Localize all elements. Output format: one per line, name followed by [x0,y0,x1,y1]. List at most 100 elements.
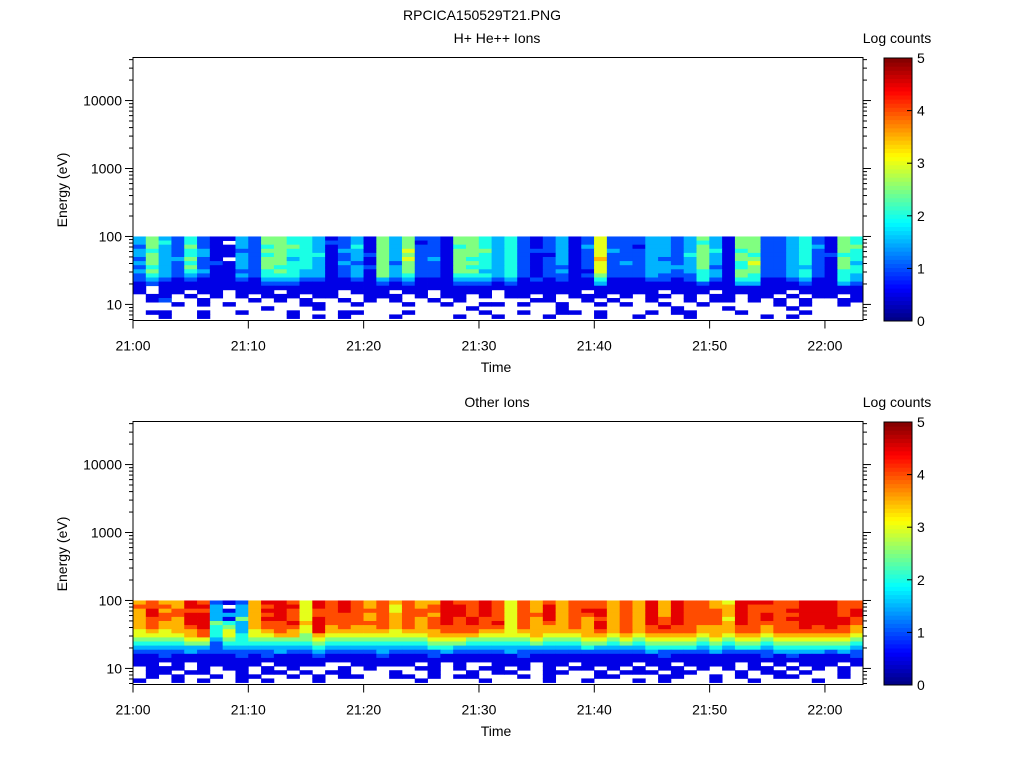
heatmap-cell [709,662,723,667]
heatmap-cell [555,236,569,241]
heatmap-cell [478,637,492,642]
heatmap-cell [632,608,646,614]
heatmap-cell [171,625,185,630]
heatmap-cell [209,273,224,278]
heatmap-cell [299,662,313,667]
heatmap-cell [747,298,761,303]
heatmap-cell [491,252,505,258]
heatmap-cell [594,261,608,266]
heatmap-cell [273,645,288,651]
heatmap-cell [709,285,723,291]
heatmap-cell [465,244,480,250]
heatmap-cell [261,620,275,626]
heatmap-cell [760,670,774,675]
heatmap-cell [401,600,416,605]
heatmap-cell [683,310,697,315]
heatmap-cell [273,629,288,634]
heatmap-cell [261,244,275,250]
heatmap-cell [171,244,185,250]
heatmap-cell [235,604,249,610]
heatmap-cell [235,666,249,671]
heatmap-cell [491,662,505,667]
heatmap-cell [581,256,595,262]
heatmap-cell [273,252,288,258]
heatmap-cell [427,674,441,679]
heatmap-cell [286,641,300,646]
heatmap-cell [504,653,518,659]
heatmap-cell [299,641,313,646]
heatmap-cell [286,256,300,262]
colorbar-step [884,292,912,297]
heatmap-cell [248,256,262,262]
heatmap-cell [184,612,198,618]
heatmap-cell [504,281,518,287]
heatmap-cell [606,612,621,618]
heatmap-cell [555,633,569,638]
heatmap-cell [722,625,736,630]
heatmap-cell [248,645,262,651]
heatmap-cell [222,653,236,659]
heatmap-cell [824,236,838,241]
heatmap-cell [145,269,160,274]
heatmap-cell [542,600,557,605]
heatmap-cell [235,310,249,315]
heatmap-cell [530,612,544,618]
heatmap-cell [709,604,723,610]
heatmap-cell [491,608,505,614]
heatmap-cell [440,608,454,614]
heatmap-cell [465,657,480,663]
heatmap-cell [133,252,147,258]
heatmap-cell [798,281,813,287]
heatmap-cell [261,637,275,642]
heatmap-cell [465,620,480,626]
heatmap-cell [619,289,633,295]
colorbar-frame [883,57,913,322]
heatmap-cell [811,265,825,270]
heatmap-cell [337,641,352,646]
heatmap-cell [696,629,710,634]
heatmap-cell [248,281,262,287]
heatmap-cell [837,261,851,266]
heatmap-cell [197,248,211,254]
heatmap-cell [235,645,249,651]
heatmap-cell [683,269,697,274]
heatmap-cell [171,256,185,262]
heatmap-cell [530,244,544,250]
heatmap-cell [850,612,864,618]
colorbar-step [884,201,912,207]
heatmap-cell [645,600,659,605]
heatmap-cell [530,265,544,270]
heatmap-cell [350,616,364,622]
heatmap-cell [145,625,160,630]
heatmap-cell [773,236,787,241]
heatmap-cell [337,600,352,605]
heatmap-cell [401,633,416,638]
heatmap-cell [632,252,646,258]
heatmap-cell [197,273,211,278]
colorbar-step [884,99,912,104]
heatmap-cell [696,633,710,638]
heatmap-cell [517,608,531,614]
heatmap-cell [427,240,441,246]
heatmap-cell [273,248,288,254]
heatmap-cell [145,240,160,246]
heatmap-cell [273,657,288,663]
heatmap-cell [286,314,300,319]
heatmap-cell [427,277,441,282]
heatmap-cell [504,277,518,282]
heatmap-cell [197,653,211,659]
heatmap-cell [798,612,813,618]
heatmap-cell [158,629,172,634]
heatmap-cell [606,269,621,274]
heatmap-cell [811,645,825,651]
heatmap-cell [299,649,313,655]
heatmap-cell [133,608,147,614]
heatmap-cell [235,629,249,634]
heatmap-cell [824,612,838,618]
heatmap-cell [837,666,851,671]
heatmap-cell [837,625,851,630]
heatmap-cell [248,662,262,667]
heatmap-cell [811,277,825,282]
colorbar-step [884,491,912,497]
heatmap-cell [389,293,403,299]
